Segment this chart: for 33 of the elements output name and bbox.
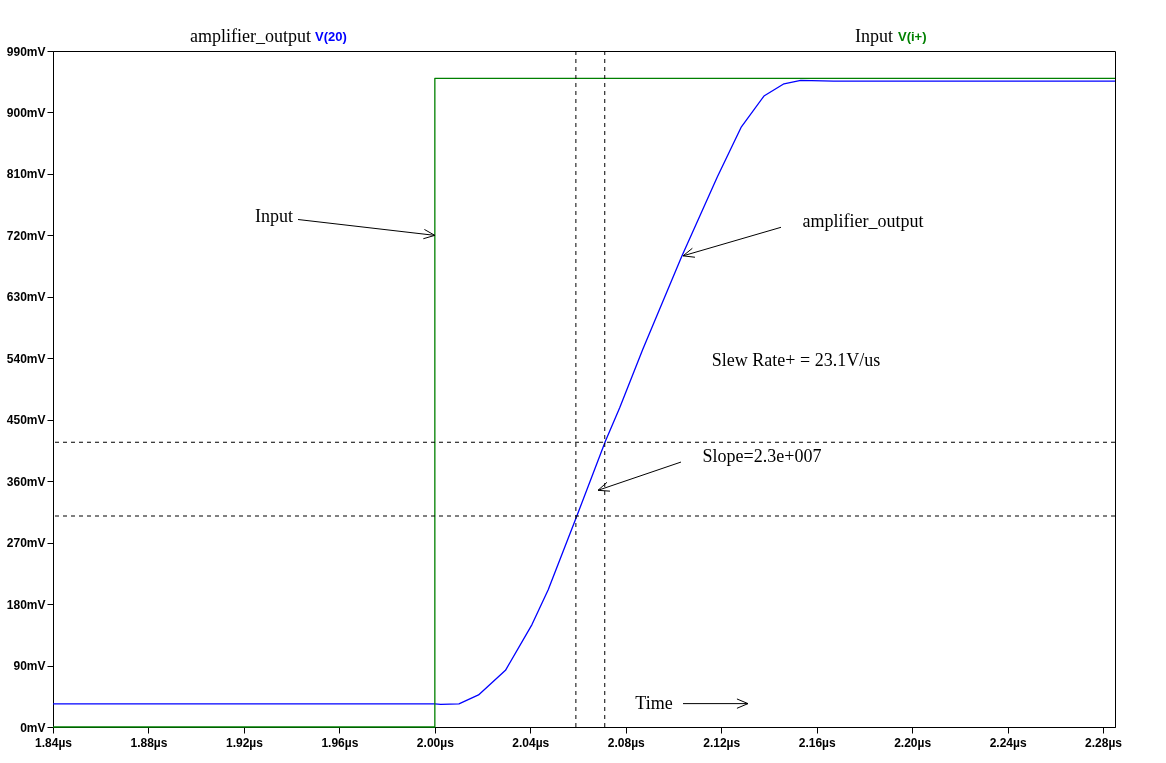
x-tick-label: 2.08µs bbox=[607, 735, 646, 750]
x-tick-label: 1.92µs bbox=[225, 735, 264, 750]
annotation: Slope=2.3e+007 bbox=[702, 446, 822, 467]
text: V(i+) bbox=[898, 29, 927, 44]
y-tick-label: 810mV bbox=[6, 167, 46, 182]
x-tick-label: 2.16µs bbox=[798, 735, 836, 750]
y-tick-label: 360mV bbox=[6, 474, 46, 489]
y-tick-label: 0mV bbox=[20, 720, 46, 735]
x-tick-label: 1.96µs bbox=[321, 735, 359, 750]
x-tick-label: 1.88µs bbox=[130, 735, 168, 750]
annotation: Input bbox=[255, 205, 293, 226]
x-tick-label: 2.12µs bbox=[703, 735, 741, 750]
y-tick-label: 990mV bbox=[6, 44, 46, 59]
text: V(20) bbox=[315, 29, 347, 44]
y-tick-label: 630mV bbox=[6, 290, 46, 305]
x-tick-label: 2.20µs bbox=[894, 735, 932, 750]
y-tick-label: 90mV bbox=[13, 659, 46, 674]
text: amplifier_output bbox=[190, 26, 311, 47]
annotation: amplifier_output bbox=[802, 211, 924, 232]
annotation: Time bbox=[635, 692, 673, 713]
y-tick-label: 720mV bbox=[6, 228, 46, 243]
y-tick-label: 900mV bbox=[6, 105, 46, 120]
y-tick-label: 180mV bbox=[6, 597, 46, 612]
x-tick-label: 2.04µs bbox=[512, 735, 550, 750]
y-tick-label: 540mV bbox=[6, 351, 46, 366]
x-tick-label: 2.00µs bbox=[416, 735, 455, 750]
y-tick-label: 270mV bbox=[6, 536, 46, 551]
x-tick-label: 1.84µs bbox=[35, 735, 73, 750]
annotation: Slew Rate+ = 23.1V/us bbox=[711, 349, 881, 370]
text: Input bbox=[855, 26, 893, 47]
x-tick-label: 2.28µs bbox=[1085, 735, 1123, 750]
y-tick-label: 450mV bbox=[6, 413, 46, 428]
x-tick-label: 2.24µs bbox=[989, 735, 1027, 750]
